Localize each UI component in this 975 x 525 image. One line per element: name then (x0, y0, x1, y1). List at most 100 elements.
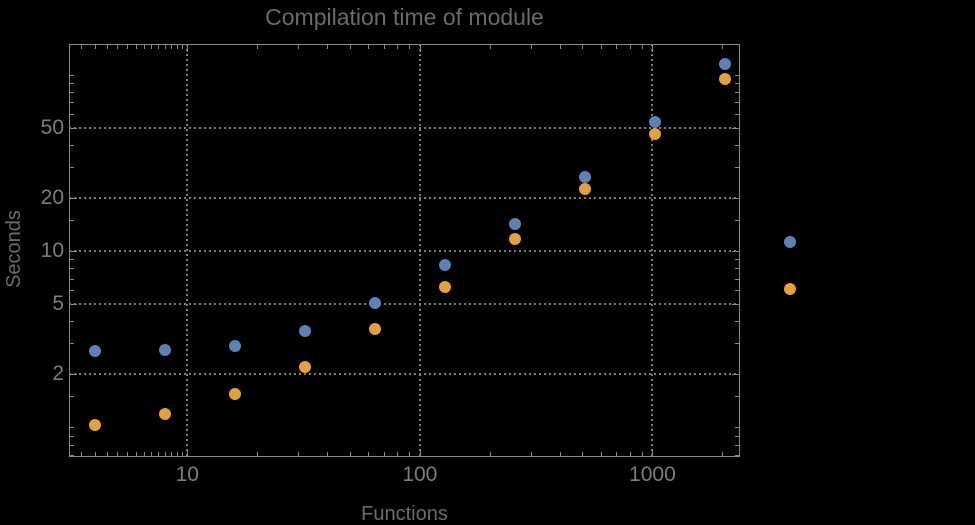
y-tick-label: 5 (52, 292, 64, 316)
x-tick-mirror (182, 45, 183, 49)
x-tick (560, 452, 561, 456)
x-tick-mirror (722, 45, 723, 49)
y-tick-mirror (735, 436, 739, 437)
x-tick (722, 452, 723, 456)
x-tick-mirror (582, 45, 583, 49)
x-tick-mirror (151, 45, 152, 49)
legend-marker-1 (783, 235, 796, 248)
x-tick (420, 449, 421, 456)
x-tick-mirror (81, 45, 82, 49)
data-point-series-2 (718, 72, 731, 85)
x-tick (81, 452, 82, 456)
x-tick-mirror (127, 45, 128, 49)
y-gridline (69, 197, 740, 200)
y-tick-mirror (735, 445, 739, 446)
x-tick (151, 452, 152, 456)
y-tick-label: 20 (40, 186, 64, 210)
y-tick (70, 304, 77, 305)
y-tick-mirror (735, 145, 739, 146)
x-tick-mirror (187, 45, 188, 52)
y-gridline (69, 250, 740, 253)
y-tick-label: 10 (40, 239, 64, 263)
x-tick-label: 100 (402, 463, 438, 486)
y-tick-mirror (735, 220, 739, 221)
y-tick-mirror (735, 279, 739, 280)
x-tick (171, 452, 172, 456)
x-gridline (651, 44, 654, 457)
y-tick (70, 427, 74, 428)
x-tick-mirror (144, 45, 145, 49)
data-point-series-2 (438, 280, 451, 293)
y-tick-mirror (735, 343, 739, 344)
data-point-series-1 (158, 344, 171, 357)
data-point-series-1 (368, 296, 381, 309)
y-tick-label: 50 (40, 116, 64, 140)
x-tick-mirror (420, 45, 421, 52)
y-tick (70, 436, 74, 437)
x-tick (531, 452, 532, 456)
data-point-series-2 (508, 232, 521, 245)
x-tick (642, 452, 643, 456)
x-tick-mirror (117, 45, 118, 49)
y-tick (70, 167, 74, 168)
x-axis-label: Functions (361, 503, 448, 525)
x-tick-mirror (409, 45, 410, 49)
x-tick (630, 452, 631, 456)
x-tick (127, 452, 128, 456)
x-tick-mirror (490, 45, 491, 49)
x-tick (490, 452, 491, 456)
x-tick (616, 452, 617, 456)
x-tick (187, 449, 188, 456)
data-point-series-1 (648, 116, 661, 129)
y-tick-mirror (735, 167, 739, 168)
y-tick (70, 396, 74, 397)
x-tick (298, 452, 299, 456)
y-tick-mirror (735, 259, 739, 260)
x-tick-mirror (560, 45, 561, 49)
y-tick-mirror (735, 290, 739, 291)
x-gridline (418, 44, 421, 457)
x-tick (409, 452, 410, 456)
y-tick-mirror (732, 251, 739, 252)
x-tick-mirror (165, 45, 166, 49)
y-tick-mirror (735, 114, 739, 115)
y-tick (70, 83, 74, 84)
y-tick-mirror (735, 427, 739, 428)
x-tick-mirror (601, 45, 602, 49)
x-tick (582, 452, 583, 456)
y-tick-mirror (735, 92, 739, 93)
y-tick (70, 268, 74, 269)
x-tick (350, 452, 351, 456)
y-tick (70, 102, 74, 103)
y-tick (70, 220, 74, 221)
data-point-series-1 (298, 324, 311, 337)
data-point-series-1 (228, 339, 241, 352)
data-point-series-2 (368, 323, 381, 336)
x-tick-mirror (384, 45, 385, 49)
x-tick-mirror (136, 45, 137, 49)
x-tick (136, 452, 137, 456)
y-tick (70, 374, 77, 375)
y-tick (70, 455, 74, 456)
x-tick (158, 452, 159, 456)
x-tick (257, 452, 258, 456)
x-tick-mirror (397, 45, 398, 49)
y-tick (70, 114, 74, 115)
x-tick-mirror (107, 45, 108, 49)
x-tick (177, 452, 178, 456)
y-tick-mirror (735, 396, 739, 397)
x-tick-mirror (327, 45, 328, 49)
y-gridline (69, 303, 740, 306)
y-tick-mirror (735, 321, 739, 322)
x-tick-mirror (95, 45, 96, 49)
y-tick (70, 290, 74, 291)
x-tick (165, 452, 166, 456)
x-tick-mirror (298, 45, 299, 49)
y-tick-mirror (735, 75, 739, 76)
x-tick-label: 1000 (629, 463, 676, 486)
y-tick (70, 92, 74, 93)
y-tick-label: 2 (52, 362, 64, 386)
x-tick (652, 449, 653, 456)
y-tick (70, 75, 74, 76)
data-point-series-1 (718, 58, 731, 71)
